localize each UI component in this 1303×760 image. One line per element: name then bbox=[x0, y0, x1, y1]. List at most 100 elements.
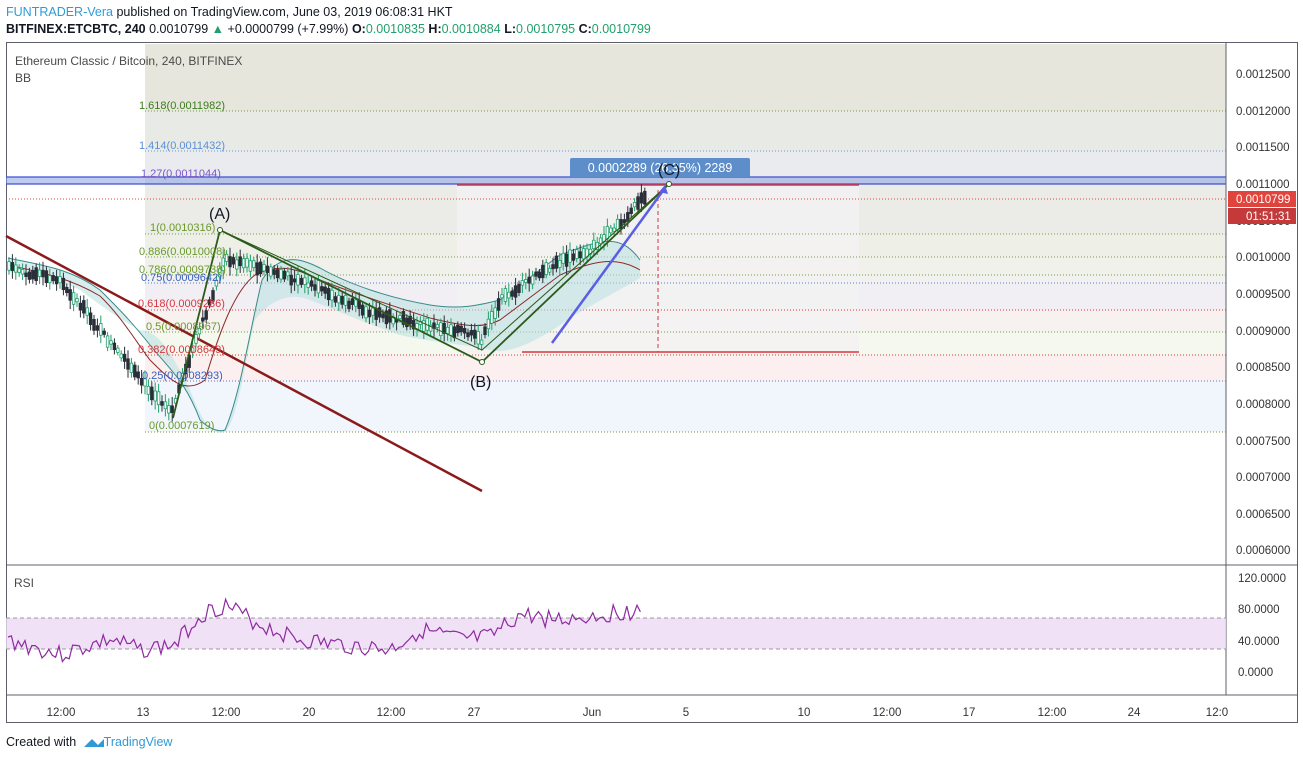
projection-arrow[interactable] bbox=[550, 187, 667, 344]
candle-body bbox=[122, 353, 127, 362]
fib-label-0786: 0.786(0.0009738) bbox=[139, 264, 226, 276]
candle-body bbox=[439, 322, 443, 336]
candle-body bbox=[255, 262, 259, 276]
candle-body bbox=[452, 326, 457, 339]
candle-body bbox=[119, 353, 123, 359]
fib-zones bbox=[145, 44, 1226, 432]
candle-body bbox=[333, 296, 338, 303]
candle-body bbox=[364, 306, 368, 319]
point-a-marker[interactable] bbox=[217, 227, 223, 233]
candle-body bbox=[381, 313, 385, 319]
rsi-label[interactable]: RSI bbox=[14, 576, 35, 590]
rsi-tick: 80.0000 bbox=[1238, 604, 1280, 616]
quote-line: BITFINEX:ETCBTC, 240 0.0010799 ▲ +0.0000… bbox=[6, 22, 651, 36]
fib-label-1618: 1.618(0.0011982) bbox=[139, 100, 225, 112]
candle-body bbox=[544, 262, 548, 275]
candle-body bbox=[371, 307, 375, 316]
candle-body bbox=[133, 364, 137, 378]
zone-1618 bbox=[145, 111, 1226, 151]
candle-body bbox=[224, 253, 229, 262]
candle-body bbox=[564, 253, 569, 267]
time-axis[interactable]: 12:00 13 12:00 20 12:00 27 Jun 5 10 12:0… bbox=[47, 707, 1229, 719]
candle-body bbox=[384, 310, 389, 325]
candle-body bbox=[286, 271, 290, 277]
candle-body bbox=[17, 268, 21, 273]
fib-label-0: 0(0.0007619) bbox=[149, 420, 214, 432]
chart-frame[interactable] bbox=[6, 42, 1298, 723]
measure-label-box bbox=[570, 158, 750, 177]
candle-body bbox=[282, 270, 287, 280]
candle-body bbox=[44, 270, 49, 284]
footer-prefix: Created with bbox=[6, 735, 80, 749]
point-c-marker[interactable] bbox=[666, 181, 672, 187]
candle-body bbox=[68, 289, 72, 301]
candle-body bbox=[360, 304, 365, 316]
candle-body bbox=[24, 272, 28, 277]
author-link[interactable]: FUNTRADER-Vera bbox=[6, 5, 113, 19]
candle-body bbox=[517, 283, 521, 293]
time-tick: 27 bbox=[468, 707, 481, 719]
fib-label-075: 0.75(0.0009642) bbox=[141, 272, 222, 284]
candle-body bbox=[201, 317, 205, 322]
candle-body bbox=[503, 288, 508, 302]
candle-body bbox=[235, 259, 239, 270]
chart-legend[interactable]: Ethereum Classic / Bitcoin, 240, BITFINE… bbox=[15, 53, 242, 87]
candle-body bbox=[629, 207, 633, 214]
low-label: L: bbox=[504, 22, 517, 36]
descending-trendline[interactable] bbox=[5, 234, 483, 493]
rsi-axis[interactable]: 120.0000 80.0000 40.0000 0.0000 bbox=[1238, 573, 1286, 679]
price-tick: 0.0008000 bbox=[1236, 399, 1290, 411]
high-label: H: bbox=[428, 22, 442, 36]
candle-body bbox=[581, 248, 586, 260]
candle-body bbox=[139, 377, 144, 386]
point-b-marker[interactable] bbox=[479, 359, 485, 365]
candle-body bbox=[337, 295, 341, 304]
time-tick: 13 bbox=[137, 707, 150, 719]
time-tick: Jun bbox=[583, 707, 602, 719]
indicator-bb-label[interactable]: BB bbox=[15, 71, 32, 85]
resistance-band[interactable] bbox=[6, 177, 1226, 184]
fib-label-0382: 0.382(0.0008649) bbox=[138, 344, 225, 356]
candle-body bbox=[571, 253, 576, 261]
price-tick: 0.0012000 bbox=[1236, 106, 1290, 118]
candle-body bbox=[116, 347, 120, 353]
price-axis[interactable]: 0.0012500 0.0012000 0.0011500 0.0011000 … bbox=[1236, 69, 1290, 557]
candle-body bbox=[48, 275, 52, 284]
projection-arrowhead-icon bbox=[659, 185, 668, 194]
candle-body bbox=[85, 307, 89, 316]
candle-body bbox=[530, 275, 535, 285]
candle-body bbox=[156, 391, 161, 406]
candle-body bbox=[194, 334, 198, 344]
price-tick: 0.0008500 bbox=[1236, 362, 1290, 374]
candle-body bbox=[459, 325, 463, 333]
fib-labels: 1.618(0.0011982) 1.414(0.0011432) 1.27(0… bbox=[138, 100, 226, 432]
candle-body bbox=[568, 249, 572, 263]
abc-pattern-line[interactable] bbox=[172, 183, 670, 419]
candle-body bbox=[476, 331, 480, 345]
bb-basis-line bbox=[7, 261, 641, 387]
tradingview-link[interactable]: TradingView bbox=[103, 735, 173, 749]
candle-body bbox=[92, 319, 96, 331]
candle-body bbox=[462, 328, 467, 334]
candle-body bbox=[367, 309, 372, 318]
low-value: 0.0010795 bbox=[516, 22, 576, 36]
measure-label: 0.0002289 (26.35%) 2289 bbox=[588, 161, 733, 175]
candle-body bbox=[479, 339, 484, 345]
candle-body bbox=[262, 264, 266, 272]
rsi-tick: 40.0000 bbox=[1238, 636, 1280, 648]
candle-body bbox=[347, 300, 351, 310]
countdown-badge bbox=[1228, 208, 1296, 224]
candle-body bbox=[245, 258, 249, 268]
candle-body bbox=[330, 289, 334, 301]
candle-body bbox=[483, 326, 487, 336]
candle-body bbox=[34, 267, 38, 282]
rsi-line bbox=[7, 597, 641, 663]
time-tick: 12:00 bbox=[212, 707, 241, 719]
candle-body bbox=[265, 265, 270, 273]
candle-body bbox=[71, 292, 76, 305]
time-tick: 12:00 bbox=[47, 707, 76, 719]
time-tick: 20 bbox=[303, 707, 316, 719]
candle-body bbox=[510, 290, 514, 297]
candle-body bbox=[126, 358, 130, 370]
